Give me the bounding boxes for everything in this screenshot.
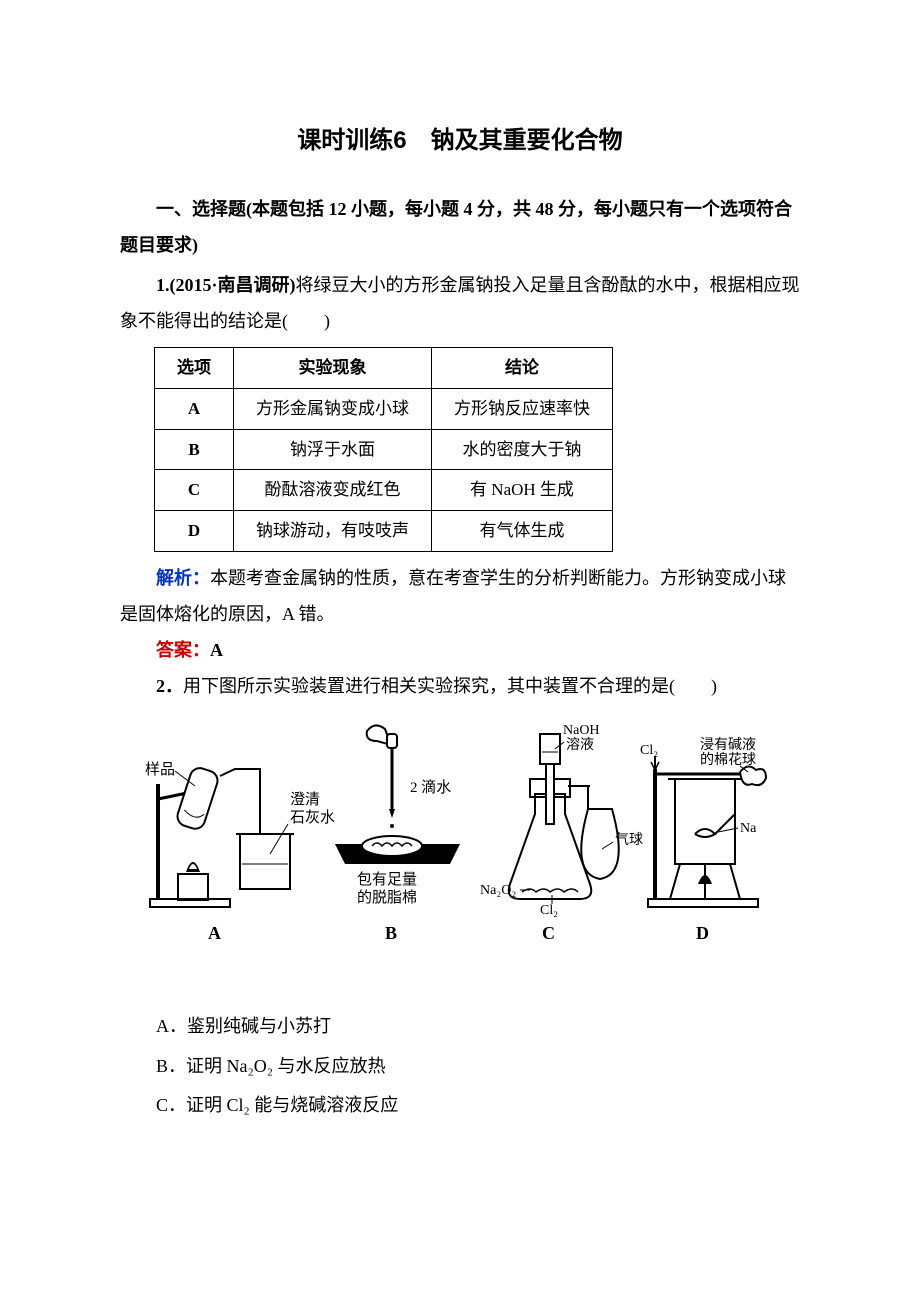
- svg-text:的脱脂棉: 的脱脂棉: [357, 889, 417, 906]
- page-title: 课时训练6 钠及其重要化合物: [120, 120, 800, 155]
- svg-text:A: A: [208, 923, 221, 943]
- apparatus-diagram: 样品 澄清 石灰水 A 2 滴水 包有足量 的脱脂棉 B: [140, 714, 780, 994]
- table-row: B 钠浮于水面 水的密度大于钠: [155, 429, 613, 470]
- apparatus-a: 样品 澄清 石灰水 A: [145, 761, 335, 943]
- apparatus-c: NaOH 溶液 Na₂O₂ 气球 Cl₂ C: [480, 723, 643, 943]
- svg-text:气球: 气球: [615, 832, 643, 848]
- svg-text:溶液: 溶液: [566, 737, 594, 753]
- q1-table: 选项 实验现象 结论 A 方形金属钠变成小球 方形钠反应速率快 B 钠浮于水面 …: [154, 347, 613, 552]
- apparatus-b: 2 滴水 包有足量 的脱脂棉 B: [335, 725, 460, 943]
- svg-text:石灰水: 石灰水: [290, 809, 335, 826]
- th-phenomenon: 实验现象: [234, 348, 432, 389]
- svg-text:Cl₂: Cl₂: [640, 743, 658, 758]
- svg-text:Na₂O₂: Na₂O₂: [480, 883, 516, 898]
- svg-text:Cl₂: Cl₂: [540, 903, 558, 918]
- th-option: 选项: [155, 348, 234, 389]
- th-conclusion: 结论: [432, 348, 613, 389]
- q2-option-b: B．证明 Na₂O₂ 与水反应放热: [120, 1047, 800, 1087]
- q2-diagram: 样品 澄清 石灰水 A 2 滴水 包有足量 的脱脂棉 B: [120, 714, 800, 999]
- q2-option-a: A．鉴别纯碱与小苏打: [120, 1007, 800, 1047]
- q2-text: 用下图所示实验装置进行相关实验探究，其中装置不合理的是( ): [183, 676, 717, 696]
- svg-text:NaOH: NaOH: [563, 723, 600, 738]
- table-row: A 方形金属钠变成小球 方形钠反应速率快: [155, 388, 613, 429]
- answer-label: 答案：: [156, 640, 210, 660]
- svg-text:澄清: 澄清: [290, 791, 320, 808]
- table-header-row: 选项 实验现象 结论: [155, 348, 613, 389]
- q1-analysis: 解析：本题考查金属钠的性质，意在考查学生的分析判断能力。方形钠变成小球是固体熔化…: [120, 560, 800, 632]
- q1-answer: 答案：A: [120, 632, 800, 668]
- svg-text:的棉花球: 的棉花球: [700, 751, 756, 768]
- answer-value: A: [210, 640, 223, 660]
- table-row: D 钠球游动，有吱吱声 有气体生成: [155, 511, 613, 552]
- analysis-text: 本题考查金属钠的性质，意在考查学生的分析判断能力。方形钠变成小球是固体熔化的原因…: [120, 568, 786, 624]
- section-heading: 一、选择题(本题包括 12 小题，每小题 4 分，共 48 分，每小题只有一个选…: [120, 191, 800, 263]
- table-row: C 酚酞溶液变成红色 有 NaOH 生成: [155, 470, 613, 511]
- svg-text:C: C: [542, 923, 555, 943]
- svg-text:包有足量: 包有足量: [357, 871, 417, 888]
- q1-number: 1.(2015·南昌调研): [156, 275, 296, 295]
- svg-text:浸有碱液: 浸有碱液: [700, 737, 756, 753]
- apparatus-d: Cl₂ 浸有碱液 的棉花球 Na D: [640, 737, 766, 943]
- svg-text:D: D: [696, 923, 709, 943]
- svg-text:Na: Na: [740, 821, 757, 836]
- svg-text:2 滴水: 2 滴水: [410, 778, 451, 796]
- q2-stem: 2．用下图所示实验装置进行相关实验探究，其中装置不合理的是( ): [120, 668, 800, 704]
- analysis-label: 解析：: [156, 568, 210, 588]
- q2-option-c: C．证明 Cl₂ 能与烧碱溶液反应: [120, 1086, 800, 1126]
- svg-text:B: B: [385, 923, 397, 943]
- svg-text:样品: 样品: [145, 761, 175, 778]
- q1-stem: 1.(2015·南昌调研)将绿豆大小的方形金属钠投入足量且含酚酞的水中，根据相应…: [120, 267, 800, 339]
- q2-number: 2．: [156, 676, 183, 696]
